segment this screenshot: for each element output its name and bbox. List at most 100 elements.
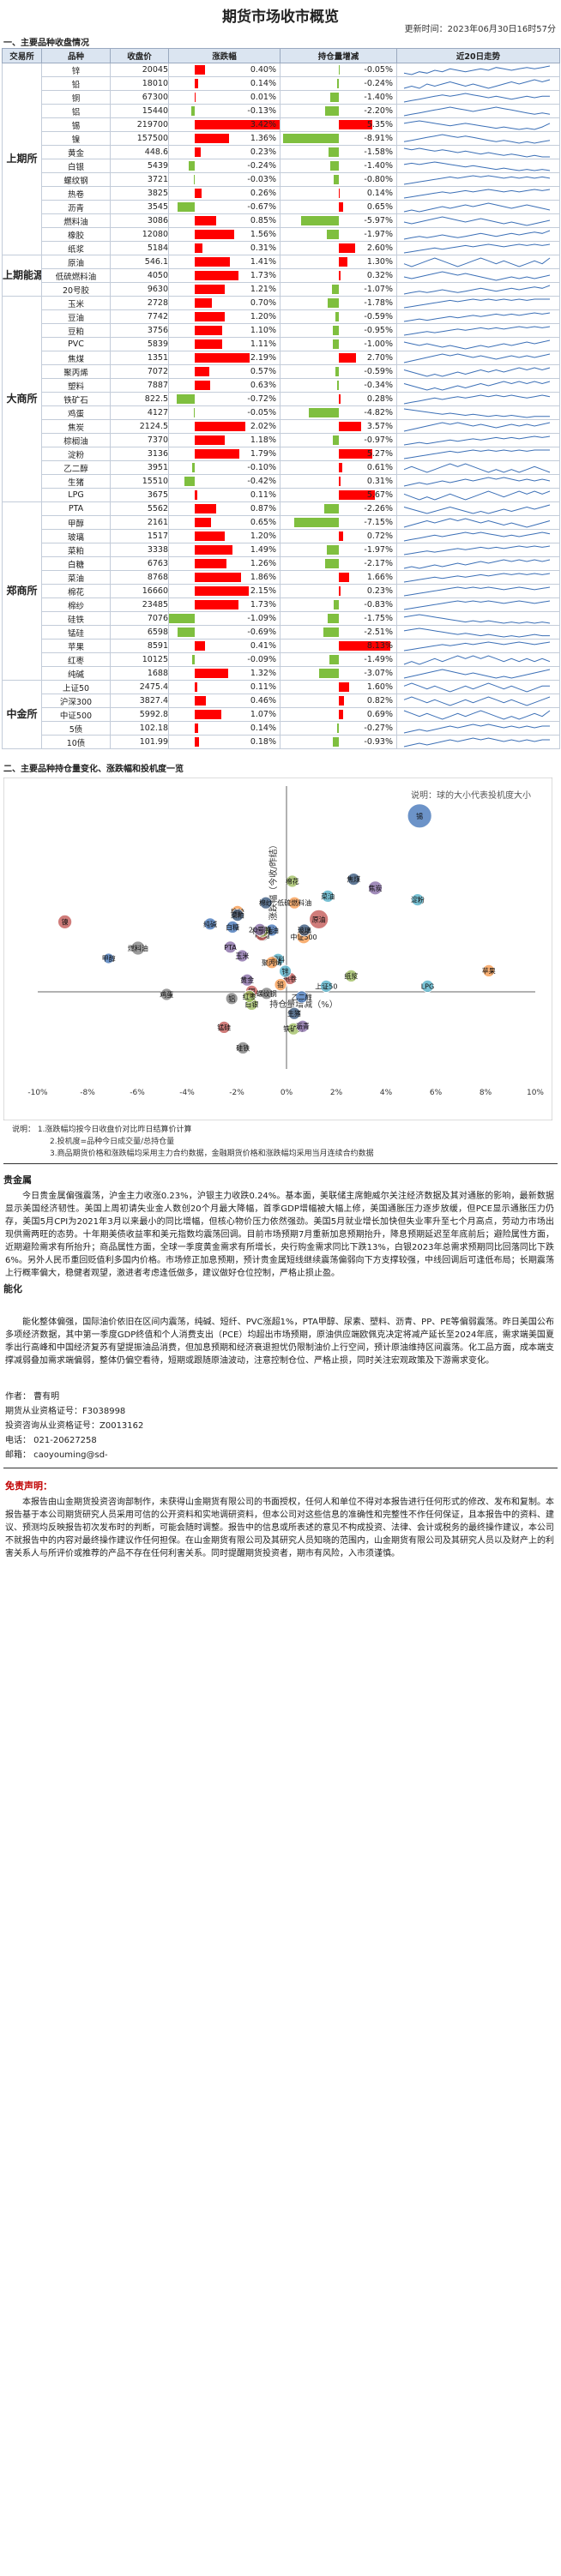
bubble-point: [224, 940, 237, 954]
oi-cell: -0.34%: [280, 378, 397, 393]
quote-row: 豆油 7742 1.20% -0.59%: [3, 309, 560, 324]
quote-row: 棕榈油 7370 1.18% -0.97%: [3, 433, 560, 447]
oi-bar: [332, 285, 339, 294]
product-name: 沪深300: [41, 694, 111, 708]
trend-cell: [396, 351, 560, 365]
change-value: 0.31%: [250, 243, 276, 253]
oi-cell: 0.65%: [280, 200, 397, 214]
change-cell: -0.09%: [168, 652, 280, 667]
bubble-label: 鸡蛋: [160, 990, 173, 999]
product-name: 螺纹钢: [41, 172, 111, 187]
oi-cell: -1.58%: [280, 145, 397, 159]
trend-cell: [396, 625, 560, 639]
x-axis-label: 持仓量增减（%）: [269, 999, 338, 1010]
oi-value: -0.80%: [364, 175, 393, 184]
quote-row: 低硫燃料油 4050 1.73% 0.32%: [3, 268, 560, 283]
oi-bar: [329, 93, 339, 102]
close-price: 7887: [110, 378, 169, 393]
change-bar: [195, 189, 202, 198]
oi-bar: [335, 312, 339, 321]
product-name: 聚丙烯: [41, 364, 111, 379]
bubble-label: LPG: [421, 982, 434, 990]
quote-row: 生猪 15510 -0.42% 0.31%: [3, 474, 560, 489]
trend-cell: [396, 104, 560, 118]
quote-row: 纸浆 5184 0.31% 2.60%: [3, 241, 560, 255]
product-name: 棉纱: [41, 597, 111, 612]
change-value: -0.72%: [247, 394, 276, 404]
change-bar: [195, 230, 234, 239]
oi-value: 1.60%: [366, 682, 393, 692]
close-price: 8768: [110, 570, 169, 585]
col-price: 收盘价: [110, 48, 169, 63]
oi-bar: [339, 641, 390, 651]
change-cell: 0.11%: [168, 680, 280, 694]
oi-bar: [319, 669, 339, 678]
trend-cell: [396, 186, 560, 201]
sparkline: [403, 448, 550, 459]
chart-frame: [3, 777, 553, 1121]
oi-cell: 0.82%: [280, 694, 397, 708]
change-bar: [188, 161, 195, 171]
sparkline: [403, 668, 551, 679]
change-value: 2.19%: [250, 353, 276, 363]
product-name: 铝: [41, 104, 111, 118]
quote-row: 5债 102.18 0.14% -0.27%: [3, 721, 560, 736]
oi-cell: -0.59%: [280, 364, 397, 379]
oi-bar: [333, 737, 339, 747]
bubble-label: 中证500: [290, 933, 317, 941]
bubble-point: [253, 922, 267, 936]
change-bar: [195, 312, 226, 321]
sparkline: [403, 558, 551, 569]
bubble-label: 聚丙烯: [262, 958, 282, 967]
oi-bar: [326, 230, 339, 239]
close-price: 5839: [110, 337, 169, 351]
sparkline-path: [403, 709, 551, 720]
quote-row: 铅 18010 0.14% -0.24%: [3, 76, 560, 91]
close-price: 4050: [110, 268, 169, 283]
trend-cell: [396, 159, 560, 173]
change-value: 0.57%: [250, 367, 276, 376]
close-price: 12080: [110, 227, 169, 242]
quote-row: 中金所 上证50 2475.4 0.11% 1.60%: [2, 680, 560, 749]
oi-cell: -1.97%: [280, 227, 397, 242]
bubble-label: 棉纱: [259, 898, 273, 907]
trend-cell: [396, 639, 560, 653]
product-name: 黄金: [41, 145, 111, 159]
oi-value: -1.07%: [364, 285, 393, 294]
product-name: 中证500: [41, 707, 111, 722]
bubble-label: 硅铁: [236, 1043, 250, 1052]
change-cell: 1.26%: [168, 556, 280, 571]
oi-cell: -0.27%: [280, 721, 397, 736]
sparkline: [403, 230, 551, 239]
col-trend: 近20日走势: [396, 48, 560, 63]
trend-cell: [396, 172, 560, 187]
change-value: -0.10%: [247, 463, 276, 472]
quote-row: 燃料油 3086 0.85% -5.97%: [3, 213, 560, 228]
sparkline-path: [403, 448, 550, 459]
change-cell: 0.11%: [168, 488, 280, 502]
quote-row: 橡胶 12080 1.56% -1.97%: [3, 227, 560, 242]
change-cell: -0.24%: [168, 159, 280, 173]
bubble-label: 菜粕: [231, 911, 244, 920]
change-cell: 0.65%: [168, 515, 280, 530]
sparkline: [403, 325, 551, 335]
sparkline: [403, 489, 551, 501]
close-price: 5439: [110, 159, 169, 173]
change-value: 1.86%: [250, 573, 276, 582]
quote-row: 镍 157500 1.36% -8.91%: [3, 131, 560, 146]
trend-cell: [396, 213, 560, 228]
oi-bar: [339, 463, 343, 472]
quote-row: 沥青 3545 -0.67% 0.65%: [3, 200, 560, 214]
bubble-point: [231, 909, 244, 922]
oi-value: -2.20%: [364, 106, 393, 116]
quote-row: 纯碱 1688 1.32% -3.07%: [3, 666, 560, 681]
bubble-label: 菜油: [321, 892, 335, 900]
product-name: PVC: [41, 337, 111, 351]
sparkline-path: [403, 682, 550, 693]
bubble-point: [226, 920, 239, 934]
sparkline-path: [403, 585, 551, 596]
change-value: 1.11%: [250, 339, 276, 349]
quote-row: 20号胶 9630 1.21% -1.07%: [3, 282, 560, 297]
change-cell: 0.85%: [168, 213, 280, 228]
product-name: 沥青: [41, 200, 111, 214]
